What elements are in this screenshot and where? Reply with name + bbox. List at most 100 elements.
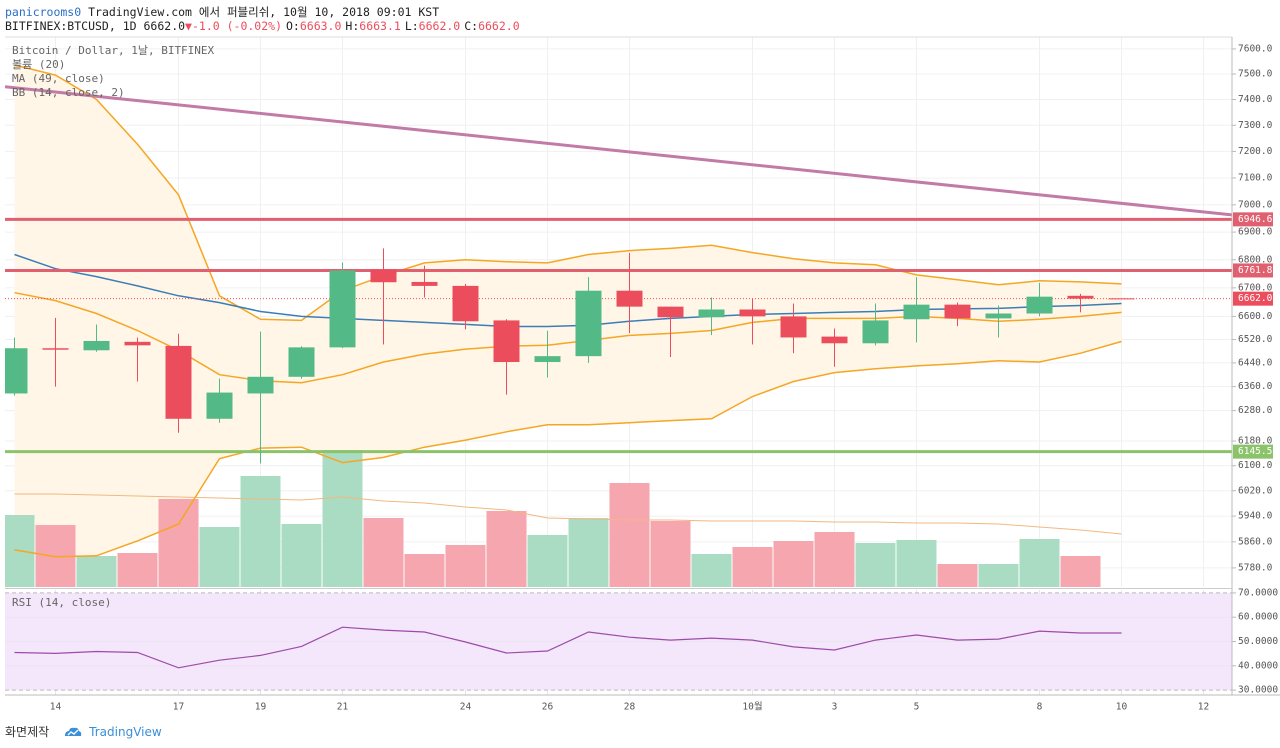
bb-lower xyxy=(14,340,1122,558)
last-price-box xyxy=(1233,291,1273,306)
x-tick-label: 28 xyxy=(624,702,636,713)
trend-line xyxy=(5,85,1232,217)
bb-basis xyxy=(14,291,1122,384)
last-price-label: 6662.0 xyxy=(1238,293,1273,304)
candle-body xyxy=(5,348,28,394)
rsi-line xyxy=(14,626,1122,669)
candle-body xyxy=(1026,296,1053,314)
y-tick-label: 6800.0 xyxy=(1238,254,1273,265)
y-tick-label: 6100.0 xyxy=(1238,460,1273,471)
ohlc-key: H: xyxy=(345,19,360,33)
header-line-2: BITFINEX:BTCUSD, 1D 6662.0 ▼-1.0 (-0.02%)… xyxy=(5,19,520,33)
candle-body xyxy=(1067,295,1094,299)
y-tick-label: 6520.0 xyxy=(1238,334,1273,345)
volume-bar xyxy=(609,483,650,587)
x-tick-label: 24 xyxy=(460,702,472,713)
ohlc: O:6663.0 H:6663.1 L:6662.0 C:6662.0 xyxy=(282,19,520,33)
symbol: BITFINEX:BTCUSD, 1D xyxy=(5,19,137,33)
y-tick-label: 7600.0 xyxy=(1238,43,1273,54)
candle-body xyxy=(83,340,110,351)
user-name: panicrooms0 xyxy=(5,5,82,19)
volume-bar xyxy=(404,554,445,587)
arrow: ▼ xyxy=(185,19,192,33)
volume-bar xyxy=(650,521,691,587)
volume-bar xyxy=(1060,556,1101,587)
y-tick-label: 7200.0 xyxy=(1238,146,1273,157)
y-tick-label: 6180.0 xyxy=(1238,436,1273,447)
volume-bar xyxy=(855,543,896,587)
volume-ma xyxy=(14,493,1122,535)
volume-bar xyxy=(281,524,322,587)
y-tick-label: 5780.0 xyxy=(1238,562,1273,573)
candle-body xyxy=(862,320,889,344)
candle-body xyxy=(616,290,643,307)
candle-body xyxy=(247,376,274,394)
ma-line xyxy=(14,253,1122,328)
legend-volume: 볼륨 (20) xyxy=(12,58,65,71)
candle-body xyxy=(124,341,151,346)
volume-bar xyxy=(527,535,568,587)
x-tick-label: 10월 xyxy=(742,701,762,713)
x-tick-label: 3 xyxy=(832,702,838,713)
y-tick-label: 30.0000 xyxy=(1238,685,1278,696)
symbol-title: Bitcoin / Dollar, 1날, BITFINEX xyxy=(12,44,215,57)
volume-bar xyxy=(117,553,158,587)
volume-bar xyxy=(978,564,1019,587)
x-tick-label: 17 xyxy=(173,702,184,713)
candle-body xyxy=(452,285,479,322)
candle-body xyxy=(329,270,356,348)
candle-body xyxy=(288,347,315,377)
y-tick-label: 5940.0 xyxy=(1238,511,1273,522)
y-tick-label: 6020.0 xyxy=(1238,485,1273,496)
footer-caption: 화면제작 xyxy=(5,725,50,739)
y-tick-label: 7000.0 xyxy=(1238,199,1273,210)
ohlc-value: 6662.0 xyxy=(418,19,461,33)
y-tick-label: 6600.0 xyxy=(1238,311,1273,322)
legend-bb: BB (14, close, 2) xyxy=(12,86,125,99)
x-tick-label: 26 xyxy=(542,702,554,713)
volume-bar xyxy=(363,518,404,587)
y-tick-label: 6360.0 xyxy=(1238,381,1273,392)
level-label-box xyxy=(1233,263,1273,278)
candle-body xyxy=(944,304,971,319)
ohlc-value: 6663.0 xyxy=(299,19,342,33)
volume-bar xyxy=(568,518,609,587)
footer: 화면제작 TradingView xyxy=(5,723,162,740)
candle-body xyxy=(206,392,233,419)
level-label-box xyxy=(1233,444,1273,459)
candle-body xyxy=(821,336,848,344)
volume-bar xyxy=(486,511,527,587)
level-label: 6761.8 xyxy=(1238,265,1273,276)
candle-body xyxy=(1108,298,1135,300)
level-label: 6145.5 xyxy=(1238,446,1272,457)
volume-bar xyxy=(158,499,199,587)
y-tick-label: 7500.0 xyxy=(1238,69,1273,80)
volume-bar xyxy=(896,540,937,587)
footer-brand: TradingView xyxy=(89,724,162,739)
x-tick-label: 8 xyxy=(1037,702,1043,713)
x-tick-label: 10 xyxy=(1116,702,1128,713)
header-line-1: panicrooms0 TradingView.com 에서 퍼블리쉬, 10월… xyxy=(5,4,439,20)
volume-bar xyxy=(691,554,732,587)
legend-ma: MA (49, close) xyxy=(12,72,105,85)
volume-bar xyxy=(732,547,773,587)
x-tick-label: 21 xyxy=(337,702,349,713)
level-label-box xyxy=(1233,212,1273,227)
candle-body xyxy=(903,304,930,320)
candle-body xyxy=(985,313,1012,319)
y-tick-label: 6280.0 xyxy=(1238,405,1273,416)
candle-body xyxy=(534,356,561,363)
change: -1.0 (-0.02%) xyxy=(191,19,282,33)
candle-body xyxy=(165,345,192,419)
ohlc-key: O: xyxy=(286,19,300,33)
volume-bar xyxy=(1019,539,1060,587)
candle-body xyxy=(411,281,438,286)
bb-upper xyxy=(14,64,1122,322)
y-tick-label: 5860.0 xyxy=(1238,536,1273,547)
volume-bar xyxy=(240,476,281,587)
candle-body xyxy=(657,306,684,318)
y-tick-label: 6440.0 xyxy=(1238,357,1273,368)
candle-body xyxy=(370,269,397,283)
volume-bar xyxy=(445,545,486,587)
